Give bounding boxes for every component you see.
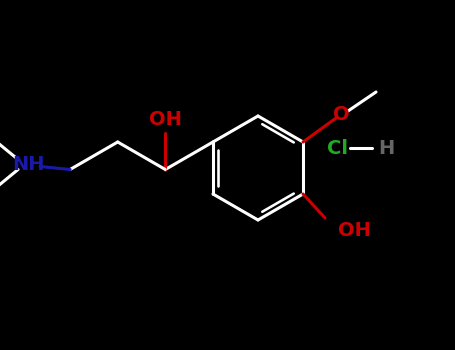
Text: OH: OH: [338, 222, 371, 240]
Text: O: O: [333, 105, 349, 124]
Text: NH: NH: [12, 155, 44, 174]
Text: OH: OH: [149, 110, 182, 129]
Text: H: H: [378, 139, 394, 158]
Text: Cl: Cl: [328, 139, 349, 158]
